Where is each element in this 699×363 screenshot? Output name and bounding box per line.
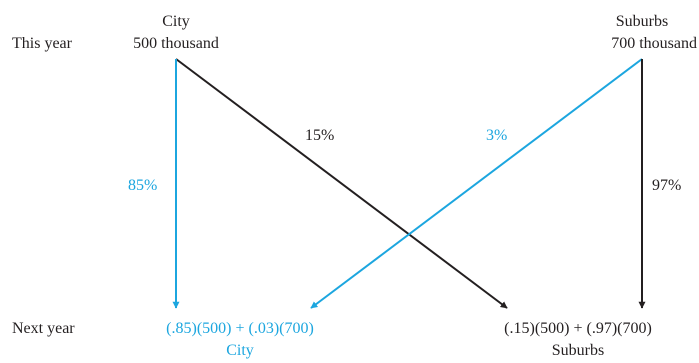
- city-top-population: 500 thousand: [133, 35, 219, 52]
- suburbs-stay-percent: 97%: [652, 177, 681, 194]
- suburbs-bottom-expression: (.15)(500) + (.97)(700): [504, 320, 652, 337]
- suburbs-to-city-percent: 3%: [486, 127, 507, 144]
- city-to-suburbs-percent: 15%: [305, 127, 334, 144]
- city-top-name: City: [162, 13, 190, 30]
- this-year-label: This year: [12, 35, 73, 52]
- city-stay-percent: 85%: [128, 177, 157, 194]
- city-bottom-name: City: [226, 342, 254, 359]
- city-to-suburbs-arrow: [175, 58, 508, 309]
- suburbs-bottom-name: Suburbs: [552, 342, 604, 359]
- next-year-label: Next year: [12, 320, 75, 337]
- suburbs-top-name: Suburbs: [616, 13, 668, 30]
- city-bottom-expression: (.85)(500) + (.03)(700): [166, 320, 314, 337]
- suburbs-top-population: 700 thousand: [611, 35, 697, 52]
- suburbs-to-city-arrow: [310, 58, 643, 309]
